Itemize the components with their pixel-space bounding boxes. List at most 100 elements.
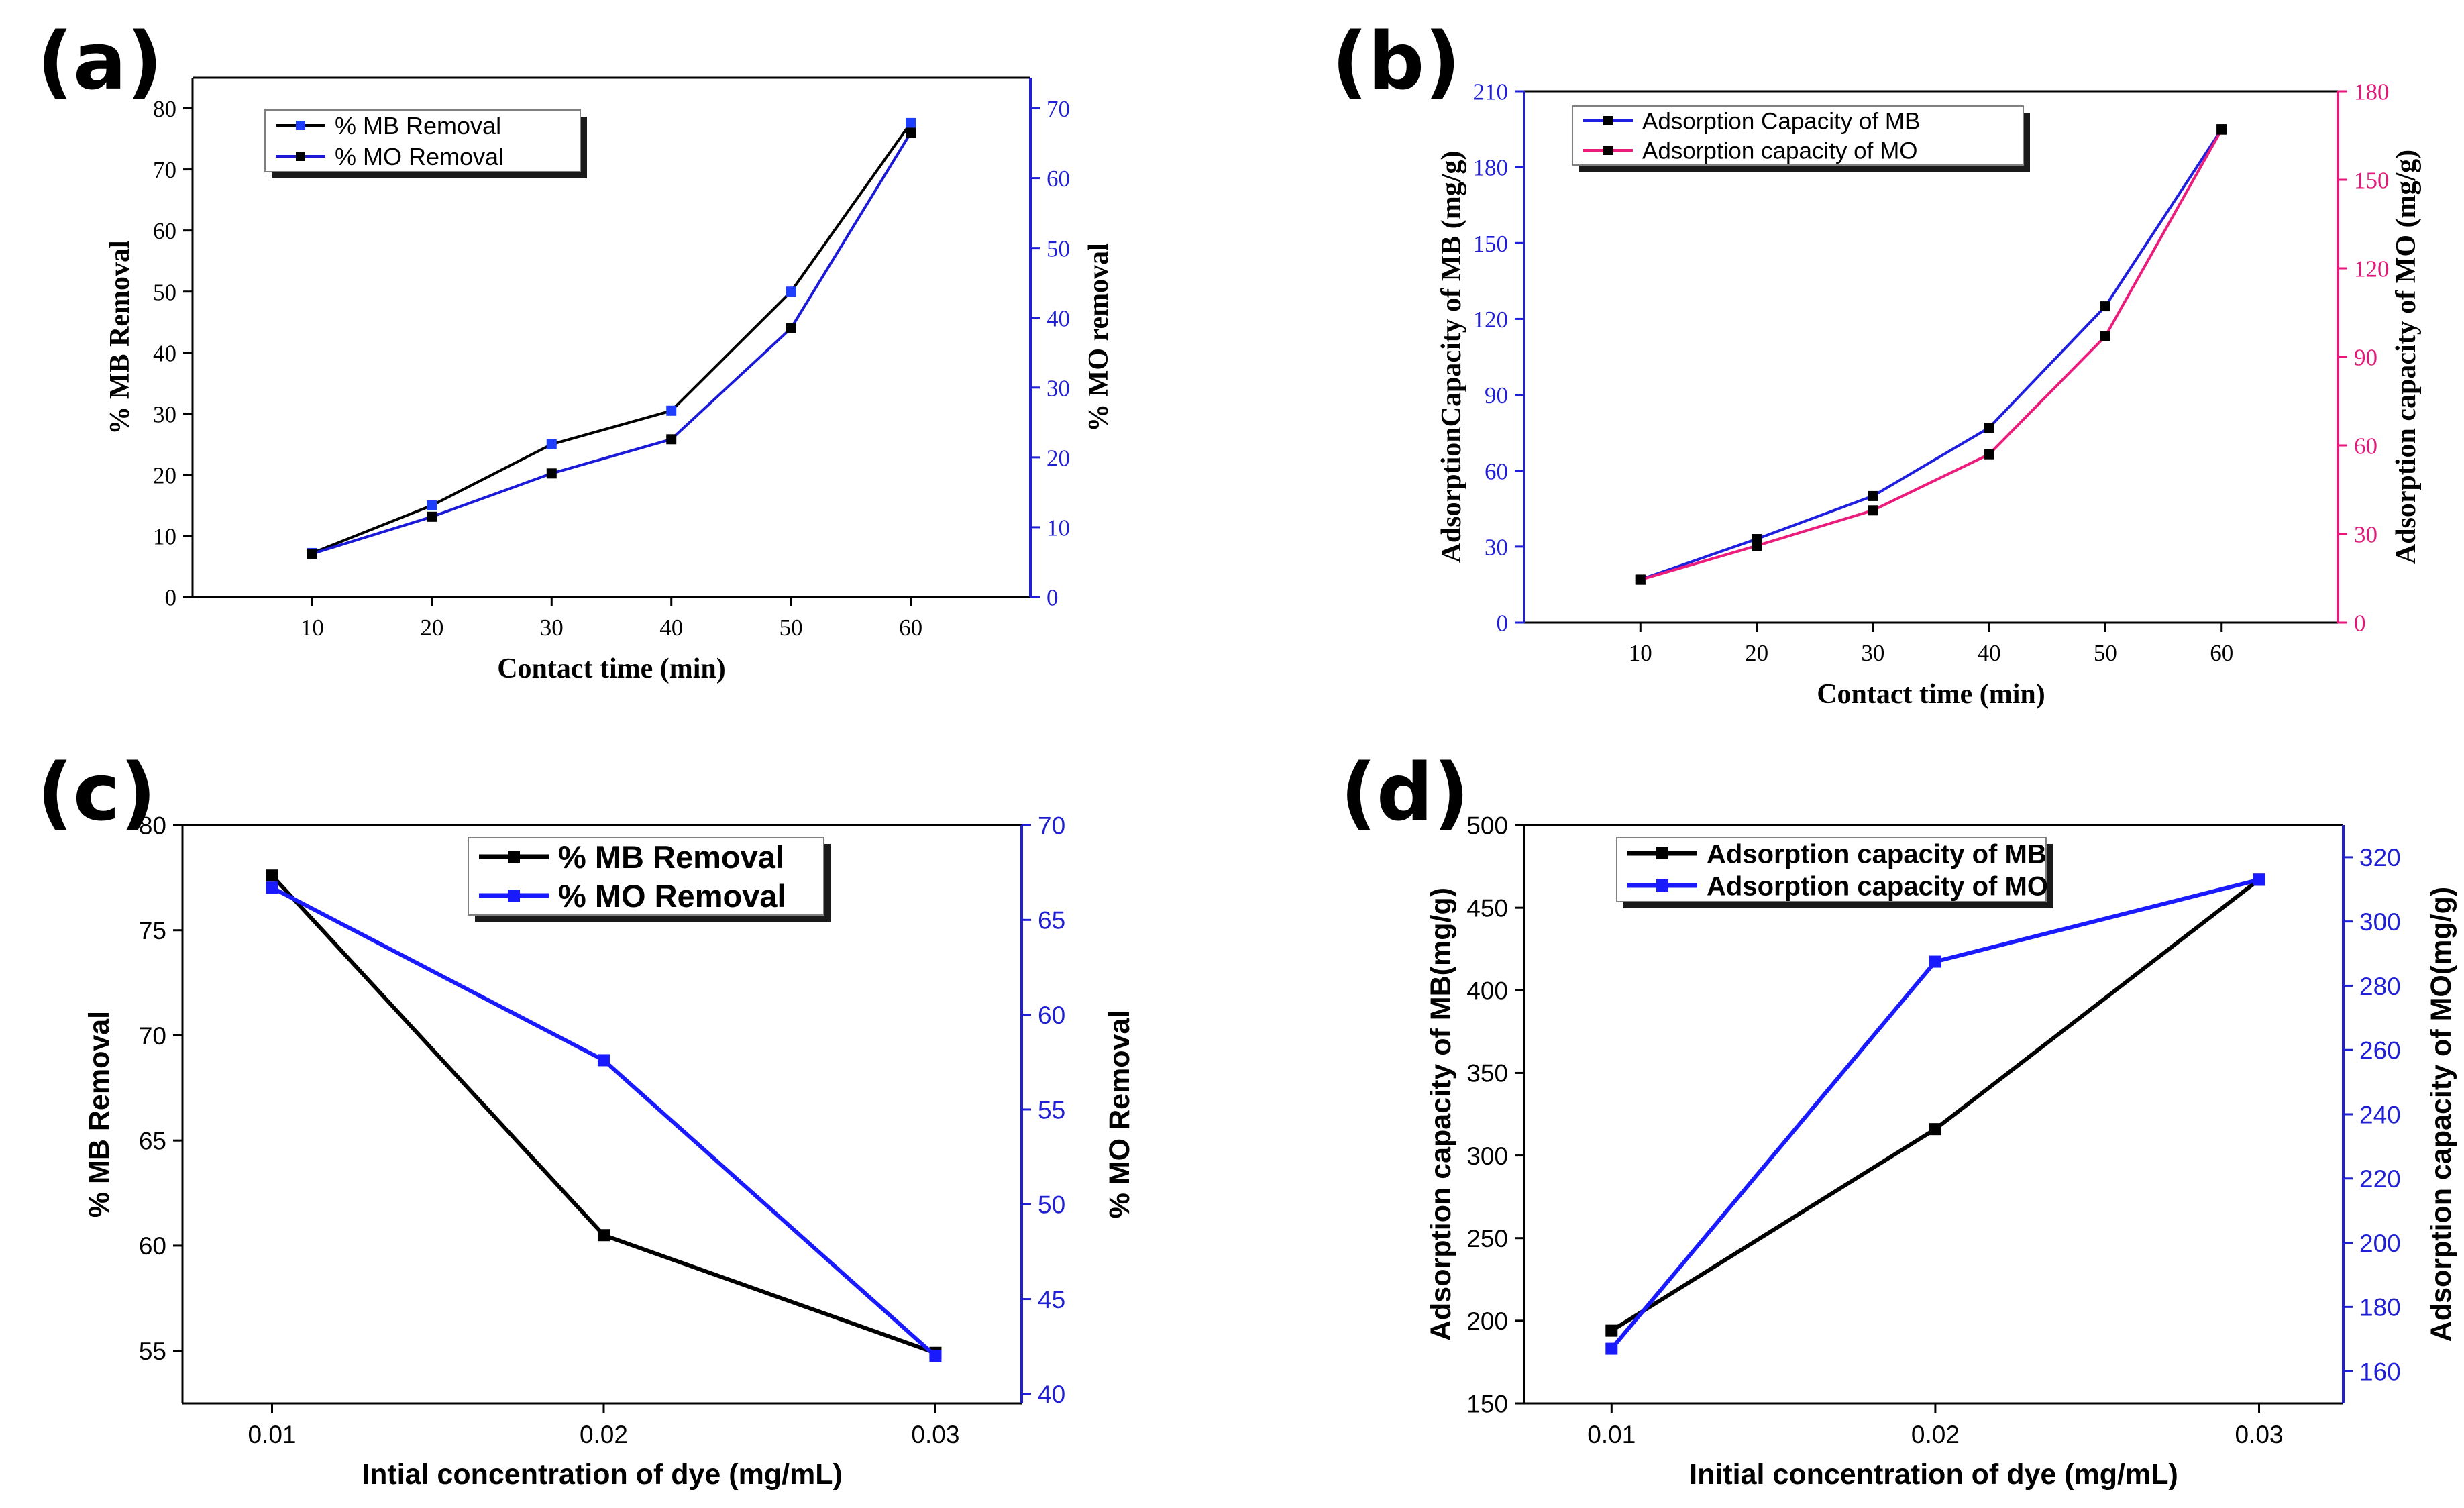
left-y-tick-label: 60 xyxy=(139,1232,166,1260)
legend-box xyxy=(264,109,581,172)
right-y-tick-label: 10 xyxy=(1047,515,1070,541)
data-point-s2 xyxy=(546,468,557,479)
data-point-s1 xyxy=(2100,301,2110,312)
chart-panel-b: (b) 10 20 30 40 50 60 0 30 60 90 120 150 180 210 0 30 60 9… xyxy=(1332,15,2422,710)
legend-marker-2 xyxy=(1656,879,1668,892)
legend-marker-1 xyxy=(1603,116,1613,125)
left-y-tick-label: 350 xyxy=(1466,1060,1508,1087)
left-y-tick-label: 60 xyxy=(1485,458,1508,484)
data-point-s2 xyxy=(1929,955,1941,968)
x-axis-title: Intial concentration of dye (mg/mL) xyxy=(362,1458,843,1491)
data-point-s2 xyxy=(2253,873,2265,886)
x-tick-label: 0.02 xyxy=(1911,1421,1960,1448)
x-tick-label: 0.03 xyxy=(911,1421,959,1448)
left-y-axis-title: Adsorption capacity of MB(mg/g) xyxy=(1425,887,1457,1341)
x-tick-label: 30 xyxy=(540,614,564,641)
x-tick-label: 0.01 xyxy=(1587,1421,1636,1448)
left-y-tick-label: 90 xyxy=(1485,382,1508,409)
right-y-tick-label: 240 xyxy=(2359,1101,2401,1128)
right-y-tick-label: 90 xyxy=(2354,345,2377,371)
left-y-tick-label: 30 xyxy=(1485,534,1508,560)
panel-label: (d) xyxy=(1340,746,1469,839)
x-tick-label: 40 xyxy=(659,614,683,641)
right-y-tick-label: 70 xyxy=(1038,812,1065,839)
legend-label-1: % MB Removal xyxy=(558,839,784,875)
panel-label: (b) xyxy=(1332,15,1460,107)
data-point-s2 xyxy=(929,1350,942,1362)
data-point-s2 xyxy=(1635,574,1646,585)
series-line-2 xyxy=(311,131,912,555)
x-tick-label: 60 xyxy=(899,614,922,641)
data-point-s2 xyxy=(1868,505,1878,516)
x-axis-title: Initial concentration of dye (mg/mL) xyxy=(1689,1458,2178,1491)
data-point-s1 xyxy=(906,117,916,128)
series-line-2 xyxy=(271,885,937,1358)
left-y-tick-label: 80 xyxy=(153,96,176,122)
x-tick-label: 10 xyxy=(1629,640,1652,666)
right-y-tick-label: 300 xyxy=(2359,908,2401,936)
left-y-tick-label: 300 xyxy=(1466,1142,1508,1170)
right-y-tick-label: 0 xyxy=(2354,610,2366,637)
data-point-s2 xyxy=(2100,331,2110,341)
left-y-tick-label: 120 xyxy=(1473,307,1509,333)
x-axis-title: Contact time (min) xyxy=(1817,679,2045,710)
data-point-s1 xyxy=(266,869,278,882)
right-y-tick-label: 200 xyxy=(2359,1230,2401,1257)
left-y-axis-title: % MB Removal xyxy=(83,1011,115,1218)
right-y-tick-label: 50 xyxy=(1047,235,1070,262)
right-y-tick-label: 30 xyxy=(1047,375,1070,401)
right-y-tick-label: 30 xyxy=(2354,522,2377,548)
legend-label-1: % MB Removal xyxy=(335,112,501,140)
x-tick-label: 40 xyxy=(1978,640,2001,666)
data-point-s2 xyxy=(1984,449,1994,460)
x-axis-title: Contact time (min) xyxy=(497,653,726,684)
left-y-axis-title: AdsorptionCapacity of MB (mg/g) xyxy=(1436,151,1467,563)
series-line-1 xyxy=(270,874,936,1355)
data-point-s2 xyxy=(427,511,437,522)
right-y-axis-title: Adsorption capacity of MO(mg/g) xyxy=(2425,887,2457,1342)
legend-box xyxy=(1572,105,2024,166)
left-y-tick-label: 70 xyxy=(153,157,176,183)
right-y-tick-label: 60 xyxy=(1047,166,1070,192)
x-tick-label: 50 xyxy=(2094,640,2117,666)
data-point-s2 xyxy=(2216,124,2227,135)
left-y-tick-label: 500 xyxy=(1466,812,1508,839)
chart-panel-c: (c) 0.01 0.02 0.03 55 60 65 70 75 80 40 45 50 55 60 65 7… xyxy=(37,746,1136,1491)
legend-box xyxy=(1616,837,2047,902)
data-point-s1 xyxy=(1868,490,1878,501)
data-point-s2 xyxy=(307,548,317,559)
legend-marker-1 xyxy=(296,121,305,130)
left-y-tick-label: 0 xyxy=(1497,610,1509,637)
left-y-tick-label: 20 xyxy=(153,462,176,488)
right-y-tick-label: 160 xyxy=(2359,1358,2401,1385)
data-point-s2 xyxy=(906,127,916,138)
x-tick-label: 0.02 xyxy=(580,1421,628,1448)
left-y-tick-label: 210 xyxy=(1473,79,1509,105)
left-y-tick-label: 80 xyxy=(139,812,166,839)
data-point-s2 xyxy=(597,1054,610,1067)
left-y-tick-label: 200 xyxy=(1466,1307,1508,1335)
x-tick-label: 20 xyxy=(1745,640,1768,666)
right-y-tick-label: 0 xyxy=(1047,585,1059,611)
x-tick-label: 60 xyxy=(2210,640,2233,666)
left-y-tick-label: 40 xyxy=(153,340,176,366)
legend-marker-2 xyxy=(508,890,520,902)
left-y-tick-label: 450 xyxy=(1466,894,1508,922)
right-y-tick-label: 55 xyxy=(1038,1096,1065,1124)
legend-label-1: Adsorption Capacity of MB xyxy=(1642,109,1920,135)
series-line-2 xyxy=(1610,877,2260,1350)
right-y-axis-title: % MO Removal xyxy=(1104,1010,1136,1219)
legend-marker-1 xyxy=(1656,847,1668,859)
left-y-tick-label: 250 xyxy=(1466,1225,1508,1252)
x-tick-label: 30 xyxy=(1861,640,1884,666)
data-point-s1 xyxy=(1984,423,1994,433)
legend-marker-2 xyxy=(296,152,305,161)
right-y-tick-label: 65 xyxy=(1038,907,1065,934)
panel-label: (a) xyxy=(37,15,163,107)
legend-label-1: Adsorption capacity of MB xyxy=(1707,839,2047,869)
data-point-s2 xyxy=(1605,1342,1618,1355)
left-y-tick-label: 0 xyxy=(165,585,177,611)
right-y-tick-label: 70 xyxy=(1047,96,1070,122)
data-point-s1 xyxy=(597,1229,610,1242)
series-line-1 xyxy=(1610,877,2261,1333)
